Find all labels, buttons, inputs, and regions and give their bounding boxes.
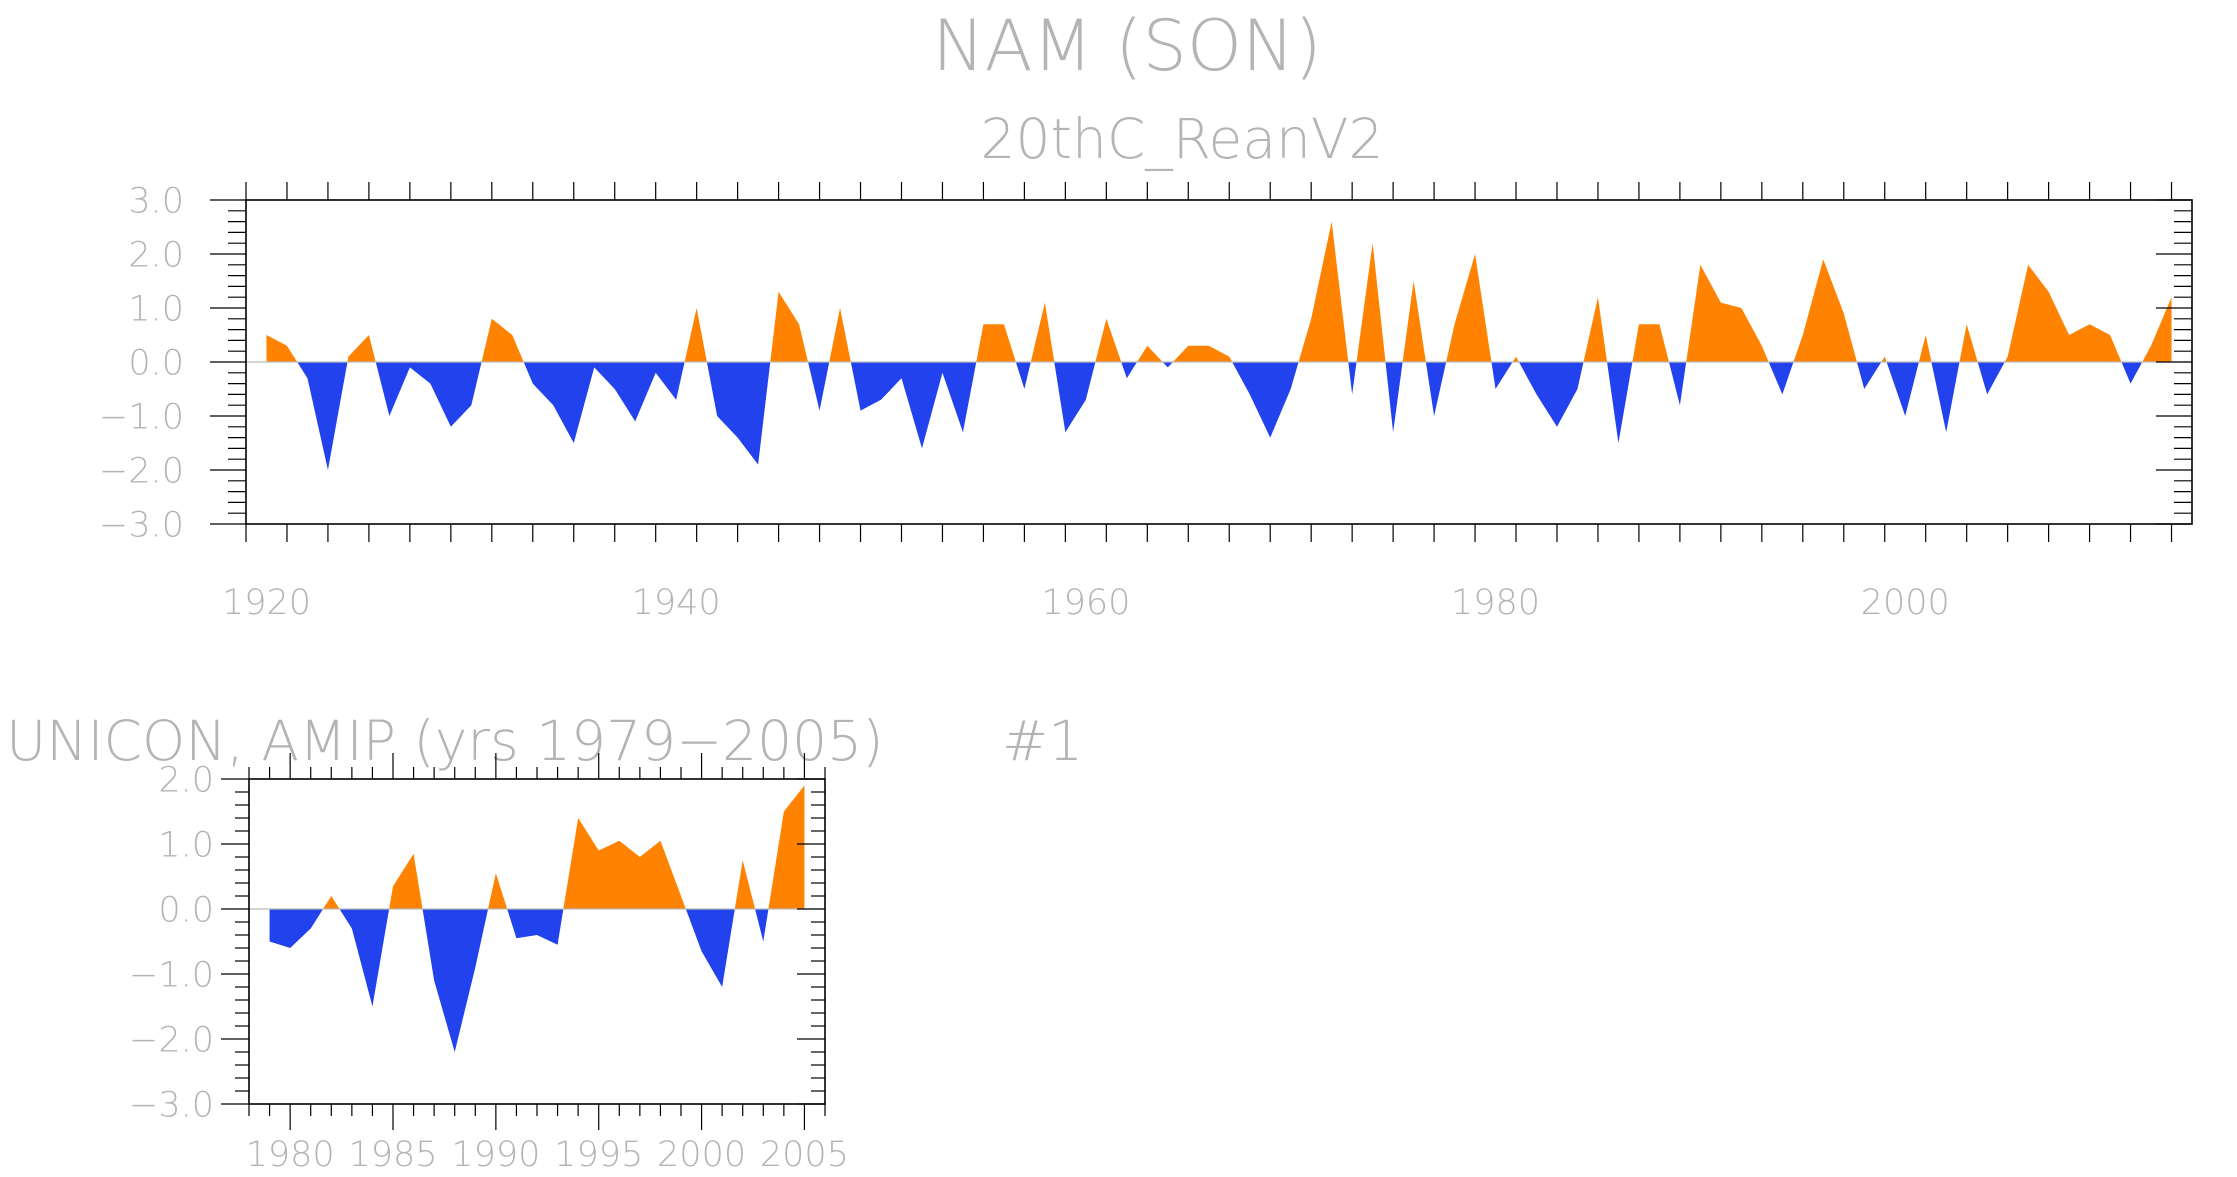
x-tick-label-0-0: 1920 (222, 583, 311, 623)
negative-area-0-31 (1518, 362, 1584, 427)
negative-area-0-7 (706, 362, 771, 465)
positive-area-1-9 (734, 860, 756, 909)
positive-area-0-38 (1793, 259, 1857, 362)
positive-area-1-5 (488, 873, 508, 909)
x-tick-label-1-0: 1980 (246, 1135, 335, 1175)
x-tick-label-1-3: 1995 (554, 1135, 643, 1175)
y-tick-label-1-5: −3.0 (129, 1086, 214, 1126)
positive-area-0-26 (1402, 281, 1426, 362)
positive-area-0-14 (1030, 302, 1055, 362)
positive-area-0-32 (1583, 297, 1608, 362)
positive-area-0-16 (1095, 318, 1122, 362)
negative-area-0-35 (1668, 362, 1687, 406)
x-tick-label-1-5: 2005 (760, 1135, 849, 1175)
x-tick-label-1-4: 2000 (657, 1135, 746, 1175)
negative-area-1-0 (269, 909, 324, 948)
y-tick-label-1-3: −1.0 (129, 956, 214, 996)
negative-area-0-25 (1385, 362, 1403, 433)
negative-area-0-43 (1931, 362, 1960, 433)
y-tick-label-0-5: −2.0 (99, 452, 184, 492)
y-tick-label-1-4: −2.0 (129, 1021, 214, 1061)
positive-area-0-40 (1881, 356, 1887, 362)
negative-area-0-47 (2121, 362, 2143, 384)
negative-area-0-15 (1054, 362, 1096, 433)
negative-area-0-33 (1607, 362, 1633, 443)
negative-area-1-10 (755, 909, 769, 942)
panel2-run-label: #1 (1002, 709, 1083, 773)
negative-area-0-45 (1977, 362, 2005, 395)
positive-area-0-8 (770, 291, 809, 362)
y-tick-label-0-1: 2.0 (128, 236, 184, 276)
positive-area-1-7 (563, 818, 686, 909)
x-tick-label-1-2: 1990 (451, 1135, 540, 1175)
negative-area-0-11 (850, 362, 977, 449)
negative-area-1-4 (422, 909, 489, 1052)
x-tick-label-0-4: 2000 (1861, 583, 1950, 623)
positive-area-0-6 (684, 308, 707, 362)
positive-area-1-3 (389, 853, 423, 909)
panel1-subtitle: 20thC_ReanV2 (980, 107, 1383, 171)
positive-area-1-1 (323, 896, 340, 909)
negative-area-0-37 (1768, 362, 1794, 395)
y-tick-label-1-0: 2.0 (158, 761, 214, 801)
positive-area-0-12 (976, 324, 1016, 362)
positive-area-0-20 (1172, 345, 1233, 362)
negative-area-0-9 (808, 362, 830, 411)
x-tick-label-0-2: 1960 (1041, 583, 1130, 623)
negative-area-1-8 (685, 909, 735, 987)
y-tick-label-0-4: −1.0 (99, 398, 184, 438)
positive-area-0-46 (2004, 264, 2122, 362)
negative-area-0-19 (1162, 362, 1173, 368)
negative-area-0-21 (1232, 362, 1299, 438)
positive-area-0-34 (1632, 324, 1669, 362)
positive-area-0-18 (1137, 345, 1163, 362)
negative-area-1-2 (339, 909, 390, 1007)
x-tick-label-0-3: 1980 (1451, 583, 1540, 623)
negative-area-0-13 (1015, 362, 1031, 389)
plot-frame-1 (248, 778, 826, 1105)
main-title: NAM (SON) (932, 5, 1321, 87)
panel-unicon-amip: 2.0 1.0 0.0 −1.0 −2.0 −3.0 1980 1985 1990 1995 200… (129, 753, 849, 1175)
positive-area-0-48 (2142, 297, 2172, 362)
positive-area-1-11 (768, 785, 805, 909)
positive-area-0-42 (1918, 335, 1932, 362)
positive-area-0-44 (1959, 324, 1978, 362)
negative-area-0-23 (1348, 362, 1357, 395)
data-point-1-2005 (804, 785, 805, 786)
y-tick-label-1-1: 1.0 (158, 826, 214, 866)
y-tick-label-0-6: −3.0 (99, 506, 184, 546)
x-tick-label-1-1: 1985 (348, 1135, 437, 1175)
y-tick-label-1-2: 0.0 (158, 891, 214, 931)
negative-area-0-41 (1886, 362, 1919, 416)
negative-area-1-6 (507, 909, 564, 945)
positive-area-0-36 (1686, 264, 1769, 362)
positive-area-0-4 (481, 318, 524, 362)
positive-area-0-24 (1356, 243, 1386, 362)
x-tick-label-0-1: 1940 (632, 583, 721, 623)
negative-area-0-29 (1491, 362, 1513, 389)
positive-area-0-22 (1298, 221, 1349, 362)
y-tick-label-0-3: 0.0 (128, 344, 184, 384)
negative-area-0-17 (1121, 362, 1138, 379)
y-tick-label-0-0: 3.0 (128, 182, 184, 222)
negative-area-0-39 (1856, 362, 1882, 389)
positive-area-0-0 (266, 335, 298, 362)
panel-20thc-reanv2: 3.0 2.0 1.0 0.0 −1.0 −2.0 −3.0 1920 1940 1960 1980… (99, 182, 2193, 623)
negative-area-0-5 (523, 362, 685, 443)
negative-area-0-3 (375, 362, 482, 427)
positive-area-0-10 (829, 308, 851, 362)
panel2-subtitle: UNICON, AMIP (yrs 1979−2005) (6, 709, 884, 773)
negative-area-0-1 (297, 362, 348, 470)
negative-area-0-27 (1425, 362, 1447, 416)
y-tick-label-0-2: 1.0 (128, 290, 184, 330)
positive-area-0-2 (347, 335, 376, 362)
positive-area-0-30 (1512, 356, 1519, 362)
positive-area-0-28 (1446, 254, 1492, 362)
